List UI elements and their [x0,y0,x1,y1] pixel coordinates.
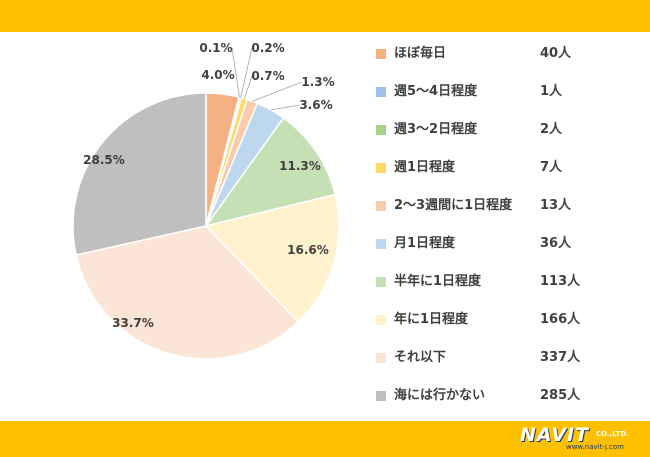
legend-swatch [376,87,386,97]
legend-item-5: 2～3週間に1日程度 13人 [372,196,642,216]
legend-swatch [376,125,386,135]
legend-label: 2～3週間に1日程度 [394,198,513,213]
leader-line [243,75,253,99]
percent-label: 0.2% [251,41,284,55]
pie-slice [204,116,337,228]
pie-slices [72,92,340,360]
percent-labels: 4.0% 0.1% 0.2% 0.7% 1.3% 3.6% 11.3% 16.6% 33.7% 2… [83,41,334,330]
legend-count: 36人 [540,236,572,251]
legend-count: 13人 [540,198,572,213]
bottom-banner [0,421,650,457]
legend-count: 285人 [540,388,581,403]
legend-label: 週5～4日程度 [394,84,478,99]
leader-line [252,81,303,102]
legend-item-6: 月1日程度 36人 [372,234,642,254]
legend-item-1: ほぼ毎日 40人 [372,44,642,64]
pie-chart: 4.0% 0.1% 0.2% 0.7% 1.3% 3.6% 11.3% 16.6% 33.7% 2… [72,41,340,360]
legend-swatch [376,277,386,287]
legend-swatch [376,315,386,325]
legend-count: 2人 [540,122,563,137]
legend-count: 7人 [540,160,563,175]
pie-slice [72,92,207,256]
legend-count: 113人 [540,274,581,289]
company-logo: NAVIT CO.,LTD. www.navit-j.com [520,424,640,454]
legend-item-3: 週3～2日程度 2人 [372,120,642,140]
legend-swatch [376,239,386,249]
legend-item-2: 週5～4日程度 1人 [372,82,642,102]
top-banner [0,0,650,32]
legend-count: 40人 [540,46,572,61]
legend-swatch [376,163,386,173]
legend-label: 年に1日程度 [394,312,469,327]
legend-item-9: それ以下 337人 [372,348,642,368]
legend-label: 週1日程度 [394,160,456,175]
legend-item-4: 週1日程度 7人 [372,158,642,178]
legend-item-10: 海には行かない 285人 [372,386,642,406]
legend-label: 月1日程度 [394,236,456,251]
percent-label: 1.3% [301,75,334,89]
leader-lines [231,47,303,111]
legend-swatch [376,391,386,401]
legend-count: 1人 [540,84,563,99]
legend-item-8: 年に1日程度 166人 [372,310,642,330]
percent-label: 28.5% [83,153,125,167]
percent-label: 4.0% [201,68,234,82]
logo-url: www.navit-j.com [566,443,624,451]
legend-label: それ以下 [394,350,447,365]
percent-label: 11.3% [279,159,321,173]
percent-label: 3.6% [299,98,332,112]
percent-label: 33.7% [112,316,154,330]
percent-label: 0.1% [199,41,232,55]
pie-slice [75,225,300,360]
legend-swatch [376,353,386,363]
leader-line [270,104,301,111]
legend-label: 週3～2日程度 [394,122,478,137]
legend-label: 海には行かない [394,388,486,403]
legend-swatch [376,49,386,59]
legend-swatch [376,201,386,211]
legend-label: 半年に1日程度 [394,274,482,289]
leader-line [240,47,253,98]
leader-line [231,47,240,98]
legend-label: ほぼ毎日 [394,46,447,61]
legend-count: 166人 [540,312,581,327]
percent-label: 16.6% [287,243,329,257]
logo-company-suffix: CO.,LTD. [596,430,629,438]
percent-label: 0.7% [251,69,284,83]
legend-item-7: 半年に1日程度 113人 [372,272,642,292]
pie-slice [204,193,340,323]
logo-text: NAVIT [520,424,590,446]
legend-count: 337人 [540,350,581,365]
